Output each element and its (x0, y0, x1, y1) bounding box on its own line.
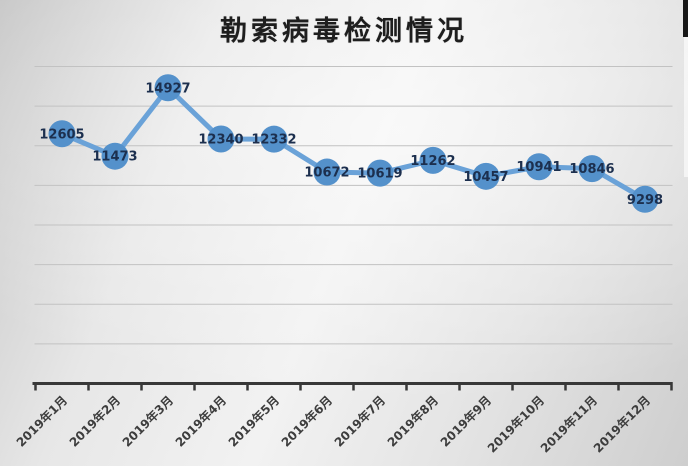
data-point-marker (101, 142, 129, 170)
x-axis-label: 2019年8月 (384, 393, 441, 450)
data-point-label: 10846 (569, 162, 614, 177)
data-point-marker (207, 125, 235, 153)
x-axis-label: 2019年7月 (331, 393, 388, 450)
data-point-marker (472, 162, 500, 190)
data-point-marker (578, 155, 606, 183)
chart-title: 勒索病毒检测情况 (220, 16, 468, 46)
data-point-marker (366, 159, 394, 187)
x-axis-label: 2019年4月 (172, 393, 229, 450)
data-point-label: 12340 (198, 133, 243, 148)
data-point-marker (313, 158, 341, 186)
data-point-marker (154, 74, 182, 102)
data-point-label: 14927 (145, 81, 190, 96)
data-point-marker (48, 120, 76, 148)
data-series-line (59, 85, 648, 202)
x-axis-label: 2019年1月 (13, 393, 70, 450)
data-point-label: 12332 (251, 133, 296, 148)
data-point-label: 10672 (304, 166, 349, 181)
data-point-label: 10619 (357, 167, 402, 182)
data-point-label: 10941 (516, 160, 561, 175)
data-point-marker (525, 153, 553, 181)
data-point-marker (419, 146, 447, 174)
data-point-label: 10457 (463, 170, 508, 185)
data-point-label: 9298 (627, 193, 663, 208)
data-point-marker (260, 125, 288, 153)
data-point-label: 12605 (39, 127, 84, 142)
x-axis-label: 2019年2月 (66, 393, 123, 450)
photo-edge-artifact (683, 0, 688, 37)
x-axis-label: 2019年3月 (119, 393, 176, 450)
x-axis-label: 2019年6月 (278, 393, 335, 450)
x-axis-label: 2019年12月 (590, 393, 653, 456)
x-axis-label: 2019年9月 (437, 393, 494, 450)
data-point-marker (631, 185, 659, 213)
x-axis-label: 2019年5月 (225, 393, 282, 450)
data-point-label: 11262 (410, 154, 455, 169)
photo-edge-highlight (684, 37, 688, 177)
data-point-label: 11473 (92, 150, 137, 165)
